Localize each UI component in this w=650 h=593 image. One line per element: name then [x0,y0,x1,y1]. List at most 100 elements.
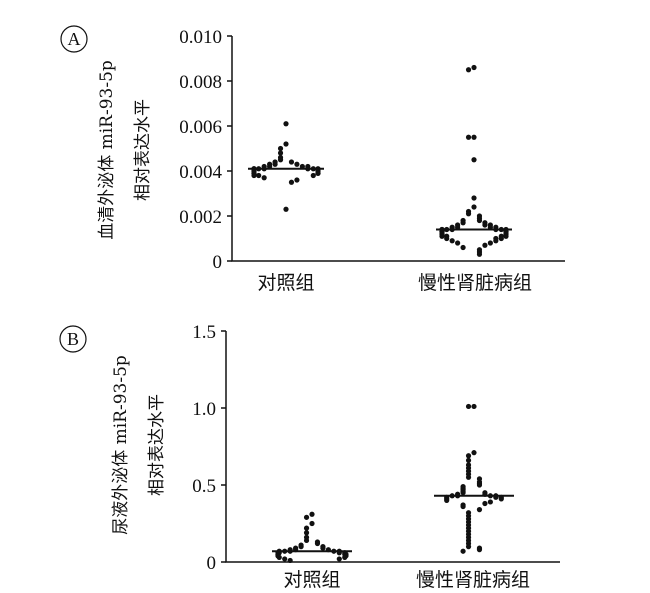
data-point [498,235,504,242]
data-point [460,220,466,226]
data-point [303,525,310,531]
panel-a-ytick-label: 0.008 [179,72,222,93]
data-point [303,537,310,544]
data-point [267,163,273,170]
panel-a-ytick-label: 0.004 [179,162,222,183]
data-point [493,238,499,244]
data-point [487,499,493,505]
panel-b-category-label: 对照组 [283,569,340,591]
data-point [303,514,310,520]
data-point [449,493,455,499]
panel-b-badge [59,325,87,353]
data-point [503,233,509,239]
panel-a-badge [60,25,88,53]
data-point [476,547,483,553]
data-point [471,134,477,140]
data-point [493,494,499,500]
data-point [476,251,483,257]
panel-b-axes [225,331,560,563]
panel-b-marks [272,403,514,564]
data-point [261,166,267,172]
data-point [482,500,488,507]
data-point [471,450,477,456]
panel-a-category-label: 慢性肾脏病组 [418,272,532,294]
data-point [460,503,466,510]
data-point [493,226,499,233]
data-point [282,548,288,554]
data-point [288,159,295,165]
data-point [309,511,315,517]
panel-a-ylabel-line-2: 相对表达水平 [133,99,153,201]
data-point [251,172,257,179]
panel-b-ytick-label: 0 [207,553,217,574]
panel-a-category-label: 对照组 [257,272,314,294]
data-point [310,172,316,179]
data-point [342,554,348,560]
data-point [294,177,300,183]
data-point [277,145,284,152]
data-point [476,507,483,513]
panel-b-ytick-label: 1.0 [192,399,216,420]
data-point [465,544,472,550]
panel-a-marks [248,64,512,257]
panel-b: B 尿液外泌体 miR-93-5p 相对表达水平 0 0.5 1.0 1.5 对… [59,322,560,591]
data-point [471,195,477,201]
data-point [320,545,326,551]
panel-b-ytick-label: 0.5 [192,476,216,497]
data-point [465,453,472,459]
data-point [310,166,316,172]
data-point [283,121,289,127]
panel-b-ylabel-line-1: 尿液外泌体 miR-93-5p [111,355,131,535]
panel-a-ylabel-line-1: 血清外泌体 miR-93-5p [97,60,117,240]
data-point [487,240,493,246]
data-point [283,206,289,212]
data-point [256,166,262,172]
data-point [298,544,304,550]
data-point [455,224,461,230]
data-point [465,403,472,410]
data-point [455,493,461,499]
data-point [471,403,477,410]
data-point [314,540,321,547]
data-point [272,161,278,167]
data-point [336,556,342,562]
data-point [465,457,472,463]
panel-a-ytick-label: 0.002 [179,207,222,228]
data-point [439,233,445,239]
data-point [325,547,331,553]
data-point [460,548,466,554]
data-point [287,548,293,554]
data-point [294,161,300,167]
data-point [465,211,472,217]
data-point [256,172,262,179]
data-point [460,490,466,496]
panel-a-letter: A [68,29,81,49]
data-point [444,235,450,242]
data-point [283,141,289,147]
panel-a: A 血清外泌体 miR-93-5p 相对表达水平 0 0.002 0.004 0… [60,25,565,294]
panel-a-ytick-label: 0 [213,252,223,273]
panel-b-ytick-label: 1.5 [192,322,216,343]
data-point [460,244,466,251]
data-point [282,556,288,562]
data-point [315,170,321,176]
data-point [288,179,295,185]
data-point [455,240,461,246]
data-point [465,67,472,73]
data-point [476,217,483,224]
data-point [276,554,282,560]
data-point [476,482,483,488]
panel-a-ytick-label: 0.006 [179,117,222,138]
data-point [465,474,472,480]
data-point [482,491,488,497]
data-point [487,224,493,230]
data-point [331,548,337,554]
data-point [444,226,450,233]
data-point [303,530,310,536]
data-point [305,166,311,172]
data-point [471,157,477,163]
data-point [287,557,293,564]
data-point [449,238,455,244]
panel-b-ylabel-line-2: 相对表达水平 [147,394,167,496]
